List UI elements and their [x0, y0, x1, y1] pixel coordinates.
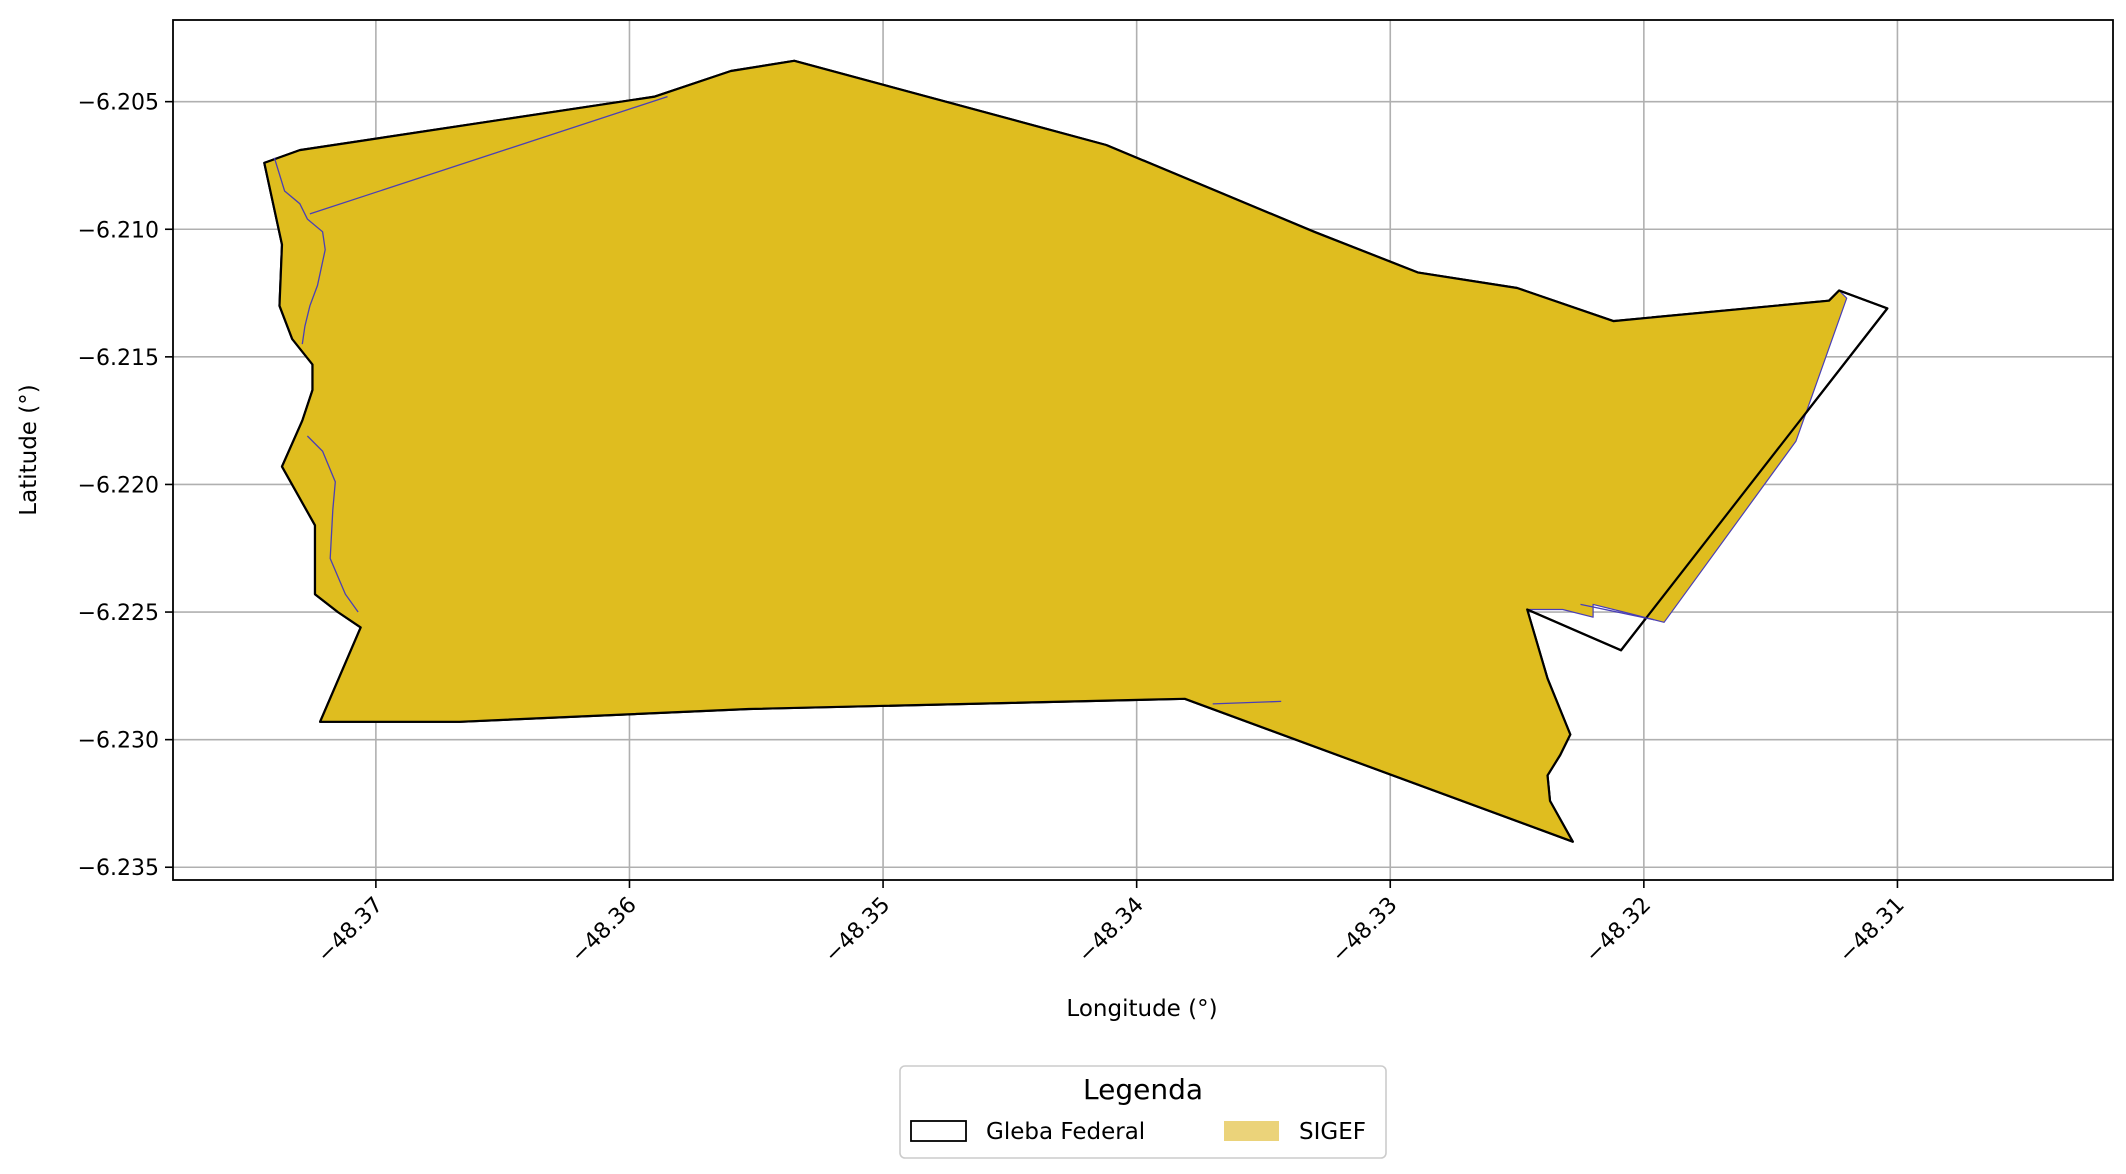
- legend-label-sigef: SIGEF: [1299, 1119, 1366, 1145]
- sigef-inner-boundary: [306, 435, 359, 613]
- sigef-inner-boundary: [1580, 603, 1655, 621]
- x-axis-label: Longitude (°): [1066, 996, 1217, 1022]
- y-tick-label: −6.210: [78, 218, 159, 243]
- plot-frame: [172, 19, 2114, 881]
- legend: Legenda Gleba Federal SIGEF: [899, 1065, 1387, 1159]
- legend-swatch-sigef: [1224, 1121, 1279, 1141]
- y-tick-label: −6.225: [78, 601, 159, 626]
- y-axis-label: Latitude (°): [16, 384, 42, 515]
- y-tick-label: −6.235: [78, 856, 159, 881]
- y-tick-label: −6.230: [78, 729, 159, 754]
- y-tick-label: −6.205: [78, 91, 159, 116]
- sigef-inner-boundary: [1212, 700, 1282, 705]
- sigef-inner-boundary: [309, 95, 668, 215]
- legend-label-gleba-federal: Gleba Federal: [986, 1119, 1145, 1145]
- y-tick-label: −6.220: [78, 473, 159, 498]
- gleba-federal-outline: [263, 59, 1889, 843]
- y-tick-label: −6.215: [78, 346, 159, 371]
- legend-swatch-gleba-federal: [910, 1120, 967, 1142]
- polygon-layer: [263, 59, 1889, 843]
- sigef-inner-boundary: [273, 157, 326, 345]
- legend-title: Legenda: [1083, 1073, 1203, 1106]
